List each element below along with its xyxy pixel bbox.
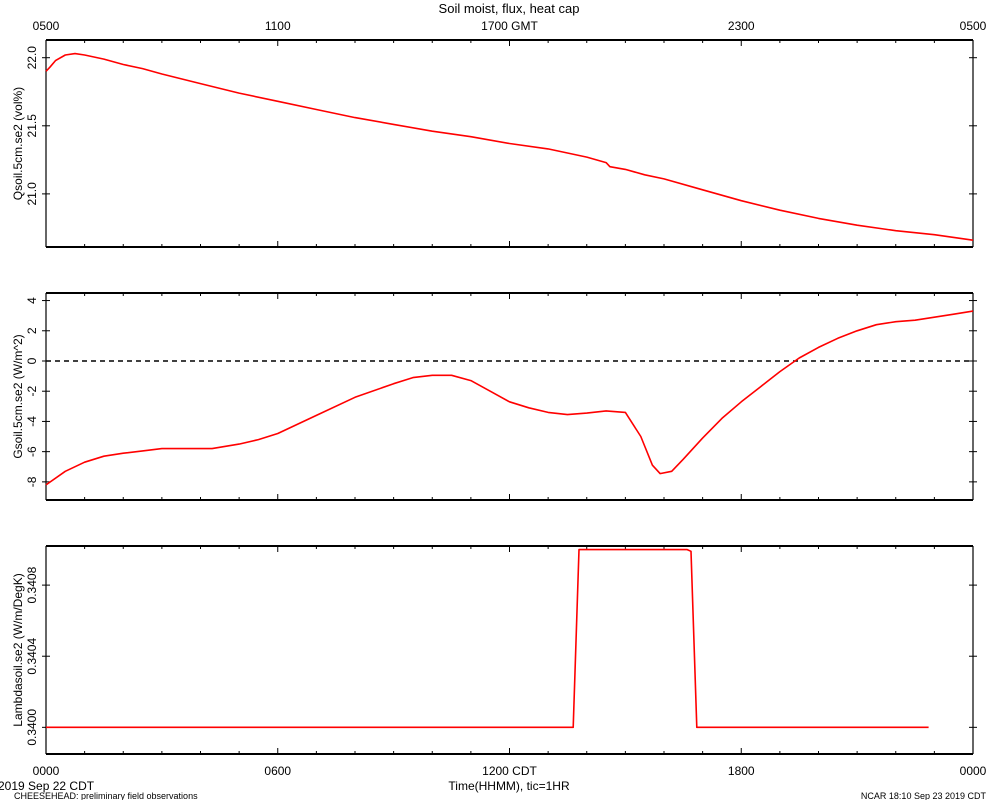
- y-tick-label: 0: [25, 357, 39, 364]
- bottom-axis-ticks: 0000 0600 1200 CDT 1800 0000: [33, 764, 987, 778]
- y-tick-label: 0.3400: [25, 709, 39, 746]
- chart-panels: 21.0 21.5 22.0 Qsoil.5cm.se2 (vol%) -8 -6 -4 -2…: [11, 39, 977, 755]
- bottom-axis-tick-label: 0000: [960, 764, 987, 778]
- bottom-axis-tick-label: 1200 CDT: [482, 764, 537, 778]
- y-tick-label: 0.3404: [25, 638, 39, 675]
- bottom-axis-tick-label: 0600: [264, 764, 291, 778]
- top-axis-tick-label: 0500: [960, 19, 987, 33]
- y-axis-label: Qsoil.5cm.se2 (vol%): [11, 87, 25, 200]
- y-tick-label: -4: [25, 416, 39, 427]
- top-axis-tick-label: 0500: [33, 19, 60, 33]
- y-axis-label: Gsoil.5cm.se2 (W/m^2): [11, 334, 25, 458]
- bottom-axis-tick-label: 0000: [33, 764, 60, 778]
- y-tick-label: 0.3408: [25, 566, 39, 603]
- series-line: [45, 52, 974, 241]
- y-tick-label: 2: [25, 327, 39, 334]
- footer-project: CHEESEHEAD: preliminary field observatio…: [14, 791, 198, 800]
- bottom-axis-tick-label: 1800: [728, 764, 755, 778]
- x-axis-label: Time(HHMM), tic=1HR: [448, 779, 570, 793]
- top-axis-tick-label: 1100: [265, 19, 291, 33]
- y-tick-label: 21.5: [25, 114, 39, 138]
- panel-2: -8 -6 -4 -2 0 2 4 Gsoil.5cm.se2 (W/m^2): [11, 292, 977, 501]
- top-axis-ticks: 0500 1100 1700 GMT 2300 0500: [33, 19, 987, 33]
- series-line: [46, 548, 929, 729]
- y-tick-label: 22.0: [25, 46, 39, 70]
- y-axis-label: Lambdasoil.se2 (W/m/DegK): [11, 573, 25, 726]
- y-tick-label: 21.0: [25, 182, 39, 206]
- y-tick-label: -6: [25, 446, 39, 457]
- top-axis-tick-label: 2300: [728, 19, 755, 33]
- y-tick-label: 4: [25, 297, 39, 304]
- top-axis-tick-label: 1700 GMT: [481, 19, 538, 33]
- y-tick-label: -2: [25, 386, 39, 397]
- footer-stamp: NCAR 18:10 Sep 23 2019 CDT: [861, 791, 987, 800]
- chart-title: Soil moist, flux, heat cap: [439, 1, 580, 16]
- panel-1: 21.0 21.5 22.0 Qsoil.5cm.se2 (vol%): [11, 39, 977, 248]
- footer-date: 2019 Sep 22 CDT: [0, 779, 95, 793]
- y-tick-label: -8: [25, 476, 39, 487]
- series-line: [45, 310, 974, 486]
